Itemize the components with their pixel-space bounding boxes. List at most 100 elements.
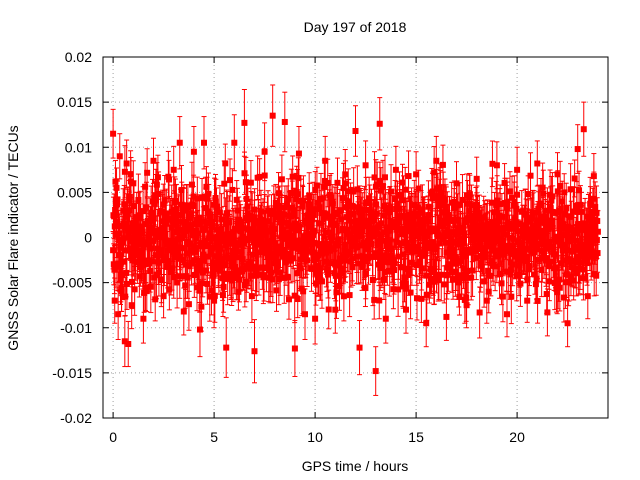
noise-point (295, 157, 302, 199)
data-point (453, 161, 460, 206)
noise-point (278, 154, 285, 205)
data-point (295, 125, 302, 182)
data-point (118, 271, 125, 313)
data-point (113, 167, 120, 209)
data-point (126, 176, 133, 218)
data-point (504, 291, 510, 338)
data-point (125, 320, 132, 368)
data-point (241, 88, 248, 157)
x-tick-label: 10 (307, 429, 323, 445)
data-point (590, 153, 597, 200)
data-point (322, 135, 329, 186)
data-point (473, 156, 480, 201)
data-point (291, 320, 298, 377)
data-point (130, 160, 137, 207)
series-points (110, 84, 597, 396)
y-tick-label: -0.01 (60, 320, 92, 336)
y-tick-label: 0 (84, 230, 92, 246)
data-point (392, 145, 399, 194)
data-point (342, 160, 349, 207)
data-point (160, 274, 167, 319)
data-point (564, 299, 571, 348)
noise-point (553, 265, 560, 313)
data-point (231, 114, 238, 172)
y-tick-label: -0.02 (60, 410, 92, 426)
y-tick-label: -0.005 (52, 275, 92, 291)
x-axis-ticks: 0 5 10 15 20 (109, 57, 525, 445)
data-point (376, 97, 383, 151)
data-point (574, 124, 581, 174)
data-point (196, 301, 203, 358)
data-point (514, 146, 521, 193)
data-point (180, 287, 187, 336)
data-point (403, 285, 409, 334)
data-point (211, 273, 218, 329)
y-tick-label: 0.015 (57, 94, 92, 110)
y-tick-label: 0.02 (65, 49, 92, 65)
data-point (123, 139, 130, 188)
noise-point (594, 210, 601, 254)
data-point (382, 293, 389, 344)
data-point (372, 346, 379, 396)
data-point (580, 101, 587, 157)
y-axis-label: GNSS Solar Flare indicator / TECUs (5, 125, 21, 350)
data-point (584, 273, 591, 320)
y-tick-label: 0.01 (65, 139, 92, 155)
x-tick-label: 0 (109, 429, 117, 445)
noise-point (144, 148, 151, 198)
data-point (281, 91, 288, 153)
noise-point (374, 161, 381, 208)
data-point (150, 137, 157, 184)
data-point (140, 293, 147, 344)
data-point (312, 292, 319, 345)
data-point (120, 188, 127, 233)
data-point (269, 84, 276, 147)
data-point (201, 116, 207, 170)
data-point (190, 125, 197, 178)
y-tick-label: -0.015 (52, 365, 92, 381)
noise-point (227, 158, 234, 202)
noise-point (346, 273, 353, 318)
data-point (362, 140, 369, 191)
noise-point (300, 175, 307, 226)
data-point (534, 140, 541, 187)
data-point (493, 141, 500, 190)
data-point (423, 299, 430, 348)
noise-point (489, 140, 496, 188)
data-point (443, 292, 450, 341)
y-tick-label: 0.005 (57, 184, 92, 200)
data-point (176, 116, 183, 170)
data-point (251, 319, 258, 384)
data-point (483, 277, 490, 324)
y-axis-ticks: -0.02 -0.015 -0.01 -0.005 0 0.005 0.01 0.015 0.0… (52, 49, 608, 426)
data-point (302, 288, 308, 340)
data-point (356, 320, 363, 376)
noise-point (371, 280, 378, 320)
data-point (463, 282, 470, 329)
x-tick-label: 15 (408, 429, 424, 445)
data-point (332, 285, 339, 334)
chart-title: Day 197 of 2018 (304, 19, 407, 35)
data-point (223, 317, 230, 378)
data-point (433, 135, 440, 186)
data-point (524, 278, 531, 323)
data-point (111, 277, 118, 324)
noise-point (325, 289, 332, 330)
data-point (170, 145, 177, 194)
data-point (544, 288, 551, 337)
noise-point (222, 143, 229, 184)
x-tick-label: 20 (509, 429, 525, 445)
data-point (352, 105, 359, 157)
x-tick-label: 5 (210, 429, 218, 445)
noise-point (468, 254, 475, 301)
data-point (261, 122, 268, 182)
noise-point (142, 245, 149, 284)
x-axis-label: GPS time / hours (302, 458, 409, 474)
noise-point (248, 269, 255, 323)
noise-point (476, 286, 483, 339)
data-point (128, 281, 135, 330)
noise-point (381, 154, 388, 200)
noise-point (376, 281, 383, 320)
data-point (554, 152, 561, 197)
